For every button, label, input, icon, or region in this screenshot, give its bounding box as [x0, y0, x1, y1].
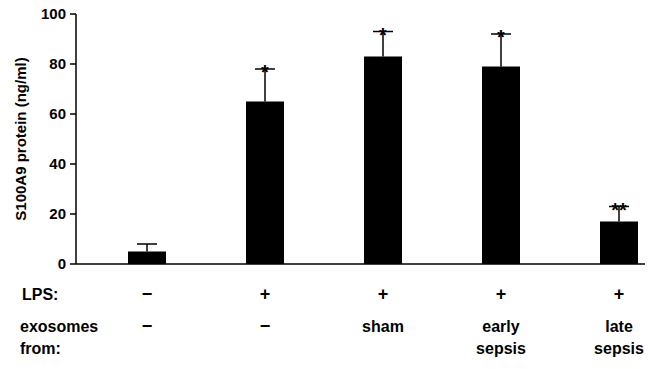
annotation: ** — [611, 199, 627, 221]
text-line: + — [496, 284, 507, 304]
text-line: exosomes — [20, 318, 98, 335]
lps-label: + — [496, 284, 507, 304]
bar — [128, 252, 166, 265]
lps-label: + — [614, 284, 625, 304]
chart-root: *****020406080100S100A9 protein (ng/ml)L… — [0, 0, 650, 369]
text-line: + — [614, 284, 625, 304]
x-tick-label: early sepsis — [476, 318, 526, 357]
y-tick-label: 0 — [58, 255, 66, 272]
y-axis-label: S100A9 protein (ng/ml) — [12, 57, 29, 220]
y-tick-label: 100 — [41, 5, 66, 22]
text-line: + — [378, 284, 389, 304]
row-label: exosomes from: — [20, 318, 98, 357]
y-tick — [70, 263, 76, 265]
y-tick-label: 40 — [49, 155, 66, 172]
text-line: sepsis — [594, 340, 644, 357]
x-tick-label: sham — [362, 318, 404, 335]
y-tick — [70, 213, 76, 215]
text-line: − — [142, 284, 153, 304]
y-axis — [75, 14, 77, 264]
text-line: − — [142, 316, 153, 336]
y-tick-label: 80 — [49, 55, 66, 72]
text-line: − — [260, 316, 271, 336]
y-tick-label: 60 — [49, 105, 66, 122]
chart-svg: *****020406080100S100A9 protein (ng/ml)L… — [0, 0, 650, 369]
y-tick — [70, 113, 76, 115]
row-label: LPS: — [22, 286, 58, 303]
x-tick-label: late sepsis — [594, 318, 644, 357]
error-cap — [137, 243, 157, 245]
x-tick-label: − — [260, 316, 271, 336]
bar — [246, 102, 284, 265]
bar — [364, 57, 402, 265]
annotation: * — [379, 24, 387, 46]
text-line: early — [482, 318, 519, 335]
text-line: sham — [362, 318, 404, 335]
x-axis — [76, 263, 645, 265]
bar — [482, 67, 520, 265]
text-line: + — [260, 284, 271, 304]
y-tick — [70, 163, 76, 165]
bar — [600, 222, 638, 265]
x-tick-label: − — [142, 316, 153, 336]
lps-label: + — [378, 284, 389, 304]
error-bar — [146, 244, 148, 252]
text-line: from: — [20, 340, 61, 357]
lps-label: − — [142, 284, 153, 304]
text-line: LPS: — [22, 286, 58, 303]
lps-label: + — [260, 284, 271, 304]
y-tick — [70, 63, 76, 65]
y-tick-label: 20 — [49, 205, 66, 222]
y-tick — [70, 13, 76, 15]
text-line: sepsis — [476, 340, 526, 357]
annotation: * — [261, 61, 269, 83]
text-line: late — [605, 318, 633, 335]
annotation: * — [497, 26, 505, 48]
